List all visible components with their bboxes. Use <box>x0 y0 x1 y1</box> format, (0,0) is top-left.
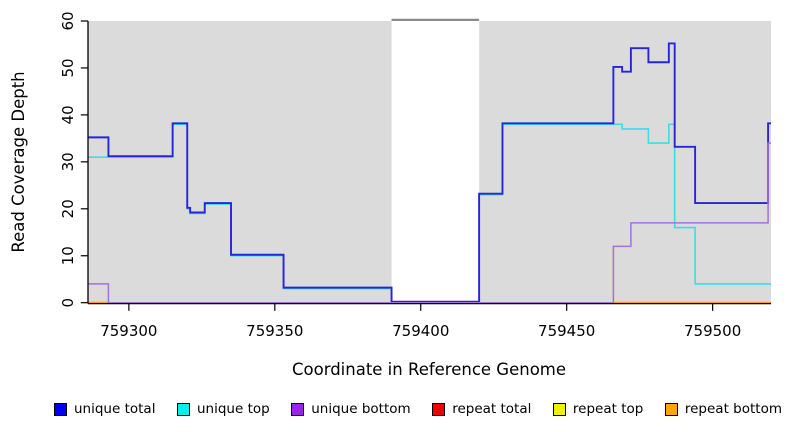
plot-background-band-0 <box>88 21 392 303</box>
legend: unique total unique top unique bottom repea… <box>54 401 782 417</box>
legend-swatch-unique-top <box>177 402 190 416</box>
series-unique-total-line <box>88 42 771 303</box>
y-tick-label-10: 10 <box>59 246 77 265</box>
legend-item-unique-total: unique total <box>54 401 155 417</box>
legend-label-repeat-total: repeat total <box>452 401 532 417</box>
y-tick-label-20: 20 <box>59 199 77 218</box>
legend-label-unique-top: unique top <box>197 401 270 417</box>
chart-plot-area: 759300 759350 759400 759450 759500 0 10 20 30 40 5… <box>59 11 771 340</box>
y-tick-label-30: 30 <box>59 152 77 171</box>
legend-item-repeat-total: repeat total <box>432 401 531 417</box>
legend-label-repeat-bottom: repeat bottom <box>684 401 782 417</box>
x-tick-label-759450: 759450 <box>538 322 595 340</box>
legend-item-unique-bottom: unique bottom <box>291 401 411 417</box>
legend-swatch-repeat-top <box>552 402 566 416</box>
x-tick-label-759400: 759400 <box>392 322 449 340</box>
legend-item-repeat-bottom: repeat bottom <box>664 401 782 417</box>
series-unique-bottom-line <box>88 142 771 304</box>
plot-background-band-1 <box>479 21 771 303</box>
y-tick-label-60: 60 <box>59 11 77 30</box>
y-axis-title: Read Coverage Depth <box>9 71 28 252</box>
x-tick-label-759500: 759500 <box>684 322 741 340</box>
legend-label-repeat-top: repeat top <box>572 401 644 417</box>
x-tick-label-759300: 759300 <box>100 322 157 340</box>
legend-swatch-unique-bottom <box>291 402 305 416</box>
y-tick-label-40: 40 <box>59 105 77 124</box>
x-axis-title: Coordinate in Reference Genome <box>292 360 566 379</box>
legend-item-unique-top: unique top <box>177 401 270 417</box>
y-tick-label-0: 0 <box>59 298 77 308</box>
legend-label-unique-total: unique total <box>74 401 156 417</box>
legend-swatch-repeat-bottom <box>664 402 678 416</box>
legend-swatch-unique-total <box>54 402 67 416</box>
coverage-chart: 759300 759350 759400 759450 759500 0 10 20 30 40 5… <box>9 11 771 379</box>
legend-swatch-repeat-total <box>432 402 446 416</box>
y-tick-label-50: 50 <box>59 58 77 77</box>
x-tick-label-759350: 759350 <box>246 322 303 340</box>
legend-label-unique-bottom: unique bottom <box>311 401 411 417</box>
legend-item-repeat-top: repeat top <box>552 401 644 417</box>
